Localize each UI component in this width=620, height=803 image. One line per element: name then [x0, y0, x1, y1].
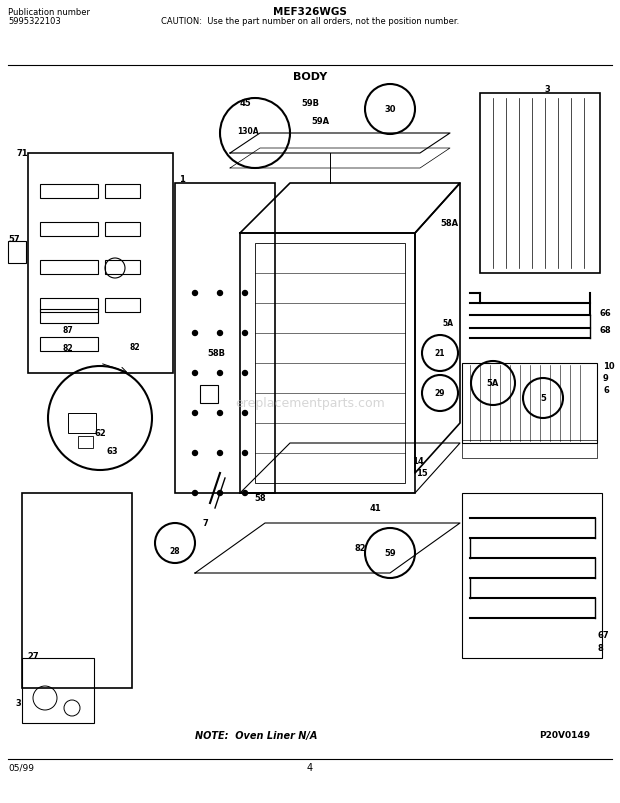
Bar — [200, 385, 218, 403]
Text: 82: 82 — [354, 544, 366, 552]
Bar — [40, 310, 98, 324]
Circle shape — [192, 411, 198, 416]
Text: 68: 68 — [600, 326, 611, 335]
Bar — [105, 261, 140, 275]
Text: ereplacementparts.com: ereplacementparts.com — [235, 397, 385, 410]
Bar — [22, 658, 94, 723]
Circle shape — [242, 451, 247, 456]
Circle shape — [192, 451, 198, 456]
Text: 63: 63 — [106, 447, 118, 456]
Text: 3: 3 — [544, 84, 550, 93]
Text: 58B: 58B — [207, 349, 225, 358]
Bar — [8, 242, 26, 263]
Bar — [40, 185, 98, 199]
Text: 14: 14 — [412, 457, 424, 466]
Circle shape — [242, 491, 247, 496]
Bar — [462, 441, 597, 459]
Bar — [255, 243, 405, 483]
Text: CAUTION:  Use the part number on all orders, not the position number.: CAUTION: Use the part number on all orde… — [161, 17, 459, 26]
Bar — [462, 364, 597, 443]
Text: 1: 1 — [179, 174, 185, 183]
Circle shape — [218, 291, 223, 296]
Text: 130A: 130A — [237, 128, 259, 137]
Text: 71: 71 — [16, 149, 28, 158]
Bar — [40, 337, 98, 352]
Text: 5995322103: 5995322103 — [8, 17, 61, 26]
Circle shape — [218, 491, 223, 496]
Text: BODY: BODY — [293, 72, 327, 82]
Text: 59A: 59A — [311, 117, 329, 126]
Text: 67: 67 — [598, 630, 609, 640]
Text: 57: 57 — [8, 234, 20, 243]
Text: 21: 21 — [435, 349, 445, 358]
Circle shape — [192, 291, 198, 296]
Text: P20V0149: P20V0149 — [539, 731, 591, 740]
Bar — [480, 94, 600, 274]
Circle shape — [218, 411, 223, 416]
Text: 5: 5 — [540, 394, 546, 403]
Text: 3: 3 — [15, 699, 21, 707]
Circle shape — [218, 451, 223, 456]
Text: 4: 4 — [307, 762, 313, 772]
Text: 59: 59 — [384, 548, 396, 558]
Bar — [68, 414, 96, 434]
Text: 5A: 5A — [442, 319, 453, 328]
Bar — [462, 493, 602, 658]
Text: 5A: 5A — [487, 379, 499, 388]
Circle shape — [192, 371, 198, 376]
Text: 59B: 59B — [301, 100, 319, 108]
Bar — [22, 493, 132, 688]
Text: 27: 27 — [27, 652, 38, 661]
Text: 7: 7 — [202, 519, 208, 528]
Text: 58: 58 — [254, 494, 266, 503]
Bar — [40, 222, 98, 237]
Text: 8: 8 — [598, 644, 604, 653]
Circle shape — [218, 371, 223, 376]
Text: 41: 41 — [369, 503, 381, 513]
Circle shape — [192, 491, 198, 496]
Bar — [105, 185, 140, 199]
Text: 05/99: 05/99 — [8, 763, 34, 772]
Circle shape — [242, 291, 247, 296]
Text: 10: 10 — [603, 362, 614, 371]
Text: NOTE:  Oven Liner N/A: NOTE: Oven Liner N/A — [195, 730, 317, 740]
Text: 30: 30 — [384, 105, 396, 114]
Text: Publication number: Publication number — [8, 8, 90, 17]
Text: 45: 45 — [239, 100, 251, 108]
Text: 9: 9 — [603, 374, 609, 383]
Bar — [40, 299, 98, 312]
Text: 28: 28 — [170, 547, 180, 556]
Bar — [105, 222, 140, 237]
Text: 87: 87 — [63, 326, 73, 335]
Circle shape — [242, 331, 247, 336]
Bar — [240, 234, 415, 493]
Text: 66: 66 — [600, 309, 612, 318]
Text: 6: 6 — [603, 386, 609, 395]
Text: 62: 62 — [94, 429, 106, 438]
Bar — [78, 437, 93, 448]
Bar — [40, 261, 98, 275]
Text: 15: 15 — [416, 469, 428, 478]
Bar — [175, 184, 275, 493]
Circle shape — [242, 371, 247, 376]
Text: 82: 82 — [130, 343, 140, 352]
Bar — [105, 299, 140, 312]
Bar — [28, 154, 173, 373]
Circle shape — [218, 331, 223, 336]
Text: 58A: 58A — [440, 219, 458, 228]
Circle shape — [192, 331, 198, 336]
Text: 29: 29 — [435, 389, 445, 398]
Text: 82: 82 — [63, 344, 73, 353]
Circle shape — [242, 411, 247, 416]
Text: MEF326WGS: MEF326WGS — [273, 7, 347, 17]
